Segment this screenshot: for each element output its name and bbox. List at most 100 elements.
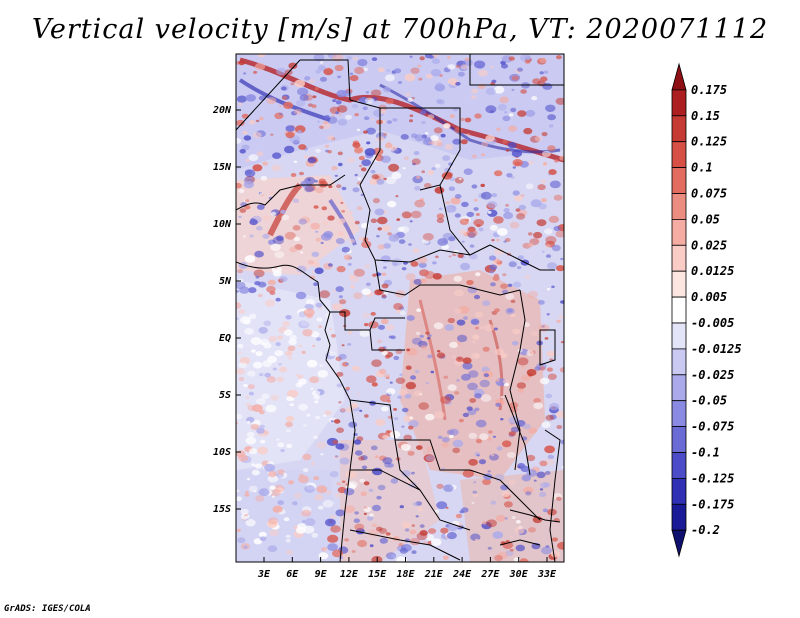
field-speckle <box>417 256 428 264</box>
field-speckle <box>272 505 283 513</box>
field-speckle <box>419 524 425 528</box>
field-speckle <box>380 155 391 163</box>
field-speckle <box>285 534 291 539</box>
field-speckle <box>514 161 521 166</box>
field-speckle <box>276 438 280 441</box>
field-speckle <box>266 97 277 105</box>
field-speckle <box>512 328 521 335</box>
field-speckle <box>253 132 262 139</box>
field-speckle <box>357 539 368 548</box>
field-speckle <box>505 149 510 152</box>
field-speckle <box>493 248 504 256</box>
field-speckle <box>343 487 355 496</box>
field-speckle <box>415 331 421 335</box>
field-speckle <box>336 371 344 377</box>
field-speckle <box>298 403 309 411</box>
field-speckle <box>539 71 544 75</box>
field-speckle <box>318 178 326 184</box>
field-speckle <box>437 435 443 439</box>
field-speckle <box>398 542 404 547</box>
field-speckle <box>428 528 437 534</box>
field-speckle <box>298 144 307 150</box>
field-speckle <box>472 490 478 494</box>
field-speckle <box>518 558 529 562</box>
colorbar-label: -0.005 <box>691 316 734 330</box>
field-speckle <box>456 379 460 382</box>
field-speckle <box>346 55 353 61</box>
field-speckle <box>411 158 421 165</box>
field-speckle <box>300 180 311 188</box>
field-speckle <box>347 157 355 164</box>
field-speckle <box>262 360 272 368</box>
field-speckle <box>533 397 541 404</box>
colorbar-label: -0.025 <box>691 368 734 382</box>
field-speckle <box>371 174 379 180</box>
field-speckle <box>504 238 511 242</box>
field-speckle <box>237 537 246 544</box>
field-speckle <box>436 213 445 219</box>
field-speckle <box>412 502 419 506</box>
field-speckle <box>497 104 507 111</box>
field-speckle <box>315 187 324 194</box>
field-speckle <box>431 167 436 171</box>
field-speckle <box>240 508 249 515</box>
field-speckle <box>252 361 263 369</box>
field-speckle <box>505 293 515 300</box>
field-speckle <box>338 353 347 360</box>
field-speckle <box>378 324 385 330</box>
field-speckle <box>295 99 306 107</box>
lat-label: 5S <box>219 390 231 401</box>
field-speckle <box>466 406 473 411</box>
field-speckle <box>531 96 538 101</box>
field-speckle <box>393 303 403 310</box>
field-speckle <box>416 532 428 541</box>
field-speckle <box>244 328 254 335</box>
colorbar-label: 0.125 <box>691 135 727 149</box>
colorbar-bin <box>671 322 687 350</box>
field-speckle <box>280 209 286 214</box>
lon-label: 12E <box>340 569 359 580</box>
field-speckle <box>508 56 515 61</box>
field-speckle <box>436 501 448 510</box>
field-speckle <box>317 370 329 378</box>
field-speckle <box>409 529 417 535</box>
field-speckle <box>320 76 327 82</box>
field-speckle <box>437 99 445 105</box>
field-speckle <box>246 477 251 481</box>
field-speckle <box>357 177 362 181</box>
field-speckle <box>327 543 338 551</box>
field-speckle <box>236 119 245 127</box>
field-speckle <box>560 439 564 445</box>
field-speckle <box>336 265 346 273</box>
field-speckle <box>311 390 321 397</box>
field-speckle <box>236 302 242 309</box>
field-speckle <box>424 413 435 421</box>
field-speckle <box>508 431 516 437</box>
field-speckle <box>379 109 387 114</box>
field-speckle <box>452 439 464 448</box>
field-speckle <box>394 417 399 421</box>
field-speckle <box>340 408 346 412</box>
field-speckle <box>447 384 457 391</box>
field-speckle <box>285 538 291 543</box>
field-speckle <box>333 455 340 459</box>
field-speckle <box>545 414 554 421</box>
field-speckle <box>540 76 548 82</box>
field-speckle <box>313 395 320 400</box>
field-speckle <box>557 541 564 550</box>
field-speckle <box>238 102 243 106</box>
field-speckle <box>465 218 470 222</box>
field-speckle <box>400 443 411 451</box>
field-speckle <box>547 145 556 152</box>
field-speckle <box>359 409 363 412</box>
field-speckle <box>445 506 449 509</box>
lon-label: 24E <box>452 569 472 580</box>
field-speckle <box>541 150 551 158</box>
colorbar-label: -0.05 <box>691 394 727 408</box>
field-speckle <box>463 316 468 320</box>
field-speckle <box>405 92 412 97</box>
field-speckle <box>417 64 422 68</box>
field-speckle <box>327 67 331 71</box>
field-speckle <box>547 114 556 121</box>
field-speckle <box>427 114 435 120</box>
